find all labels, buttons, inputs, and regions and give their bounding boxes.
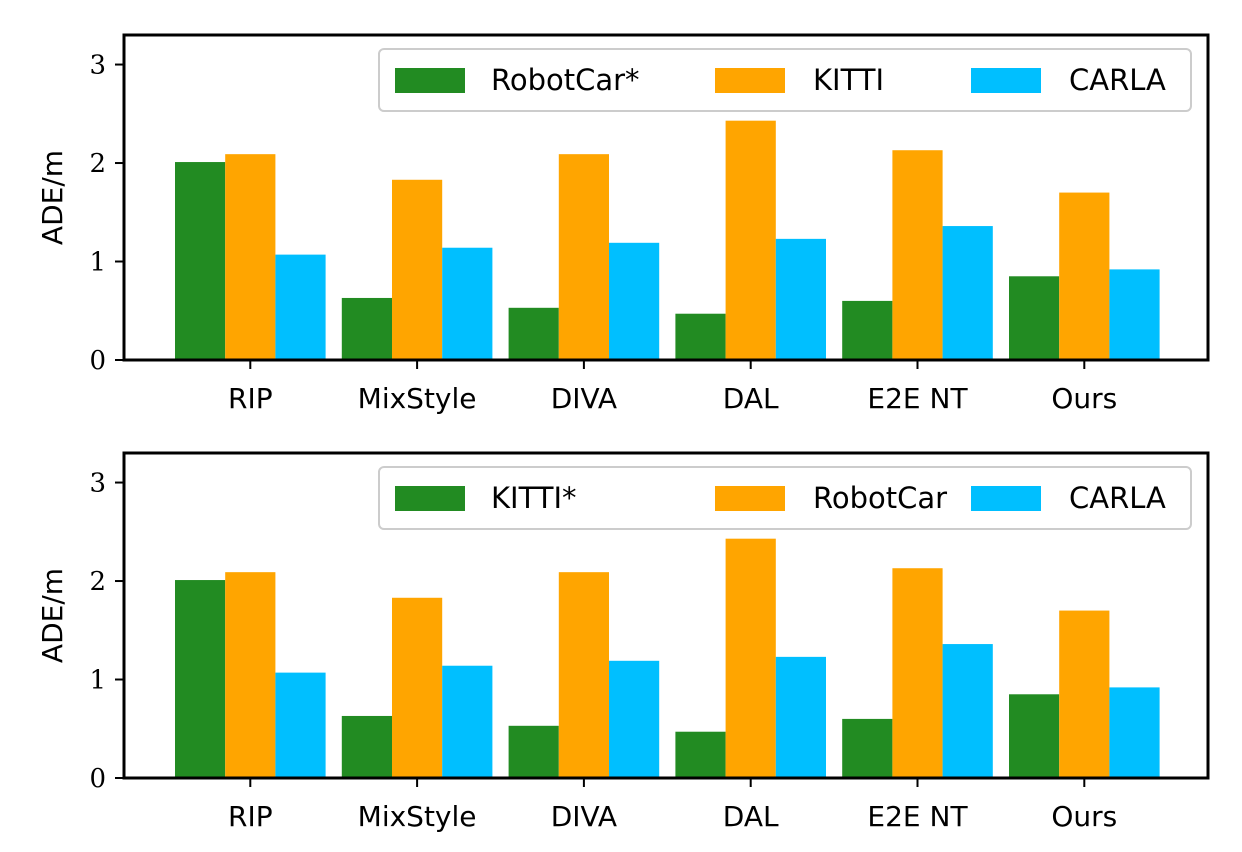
bar-mixstyle-kitti <box>392 179 443 360</box>
x-tick-label: MixStyle <box>358 382 477 415</box>
x-tick-label: RIP <box>228 382 273 415</box>
bar-ours-robotcar <box>1009 276 1060 360</box>
x-tick-label: DIVA <box>551 382 617 415</box>
bar-rip-kitti <box>225 154 276 360</box>
legend-swatch <box>971 68 1041 93</box>
bar-rip-kitti <box>175 580 226 778</box>
y-tick-label: 2 <box>89 149 106 179</box>
bar-e2e-nt-robotcar <box>842 300 893 360</box>
legend-label: KITTI* <box>491 481 577 515</box>
bar-ours-kitti <box>1009 694 1060 778</box>
bar-diva-robotcar <box>558 572 609 778</box>
y-tick-label: 0 <box>89 764 106 794</box>
bar-mixstyle-robotcar <box>341 297 392 360</box>
bar-dal-kitti <box>675 731 726 778</box>
bar-rip-robotcar <box>225 572 276 778</box>
legend-label: CARLA <box>1069 481 1166 515</box>
bar-diva-robotcar <box>508 307 559 360</box>
bar-mixstyle-carla <box>442 665 493 778</box>
bar-ours-robotcar <box>1059 610 1110 778</box>
top-chart-panel: 0 1 2 3 RIP MixStyle DIVA DAL E2E NT Ours ADE/m Rob… <box>36 33 1210 415</box>
y-axis-label: ADE/m <box>36 568 69 663</box>
y-tick-label: 1 <box>89 248 106 278</box>
y-tick-label: 2 <box>89 567 106 597</box>
bar-e2e-nt-carla <box>942 644 993 778</box>
bar-diva-carla <box>609 660 660 778</box>
bar-ours-carla <box>1109 269 1160 360</box>
y-tick-label: 0 <box>89 346 106 376</box>
legend-swatch <box>715 68 785 93</box>
legend-swatch <box>395 486 465 511</box>
bar-dal-robotcar <box>675 313 726 360</box>
bar-dal-carla <box>775 238 826 360</box>
x-tick-label: Ours <box>1051 382 1117 415</box>
axes-frame <box>122 451 1210 780</box>
y-tick-label: 3 <box>89 469 106 499</box>
legend-label: RobotCar <box>813 481 947 515</box>
x-tick-label: E2E NT <box>867 800 968 833</box>
bar-diva-kitti <box>508 725 559 778</box>
legend-label: KITTI <box>813 63 884 97</box>
bar-dal-kitti <box>725 120 776 360</box>
axes-frame <box>122 33 1210 362</box>
bar-mixstyle-robotcar <box>392 597 443 778</box>
legend-label: CARLA <box>1069 63 1166 97</box>
bar-rip-carla <box>275 254 326 360</box>
legend-swatch <box>715 486 785 511</box>
x-tick-label: DIVA <box>551 800 617 833</box>
x-tick-label: DAL <box>723 800 779 833</box>
bar-rip-carla <box>275 672 326 778</box>
y-axis-label: ADE/m <box>36 150 69 245</box>
bottom-chart-panel: 0 1 2 3 RIP MixStyle DIVA DAL E2E NT Ours ADE/m KIT… <box>36 451 1210 833</box>
bar-dal-robotcar <box>725 538 776 778</box>
bar-rip-robotcar <box>175 162 226 360</box>
legend-swatch <box>971 486 1041 511</box>
legend-label: RobotCar* <box>491 63 640 97</box>
x-tick-label: RIP <box>228 800 273 833</box>
x-tick-label: MixStyle <box>358 800 477 833</box>
x-tick-label: Ours <box>1051 800 1117 833</box>
bar-dal-carla <box>775 656 826 778</box>
bar-e2e-nt-kitti <box>892 150 943 360</box>
bar-mixstyle-carla <box>442 247 493 360</box>
bar-e2e-nt-carla <box>942 226 993 360</box>
x-tick-label: E2E NT <box>867 382 968 415</box>
y-tick-label: 1 <box>89 666 106 696</box>
bar-ours-carla <box>1109 687 1160 778</box>
bar-e2e-nt-robotcar <box>892 568 943 778</box>
y-tick-label: 3 <box>89 51 106 81</box>
bar-diva-carla <box>609 242 660 360</box>
bar-diva-kitti <box>558 154 609 360</box>
bar-mixstyle-kitti <box>341 715 392 778</box>
x-tick-label: DAL <box>723 382 779 415</box>
bar-e2e-nt-kitti <box>842 718 893 778</box>
bar-ours-kitti <box>1059 192 1110 360</box>
legend-swatch <box>395 68 465 93</box>
